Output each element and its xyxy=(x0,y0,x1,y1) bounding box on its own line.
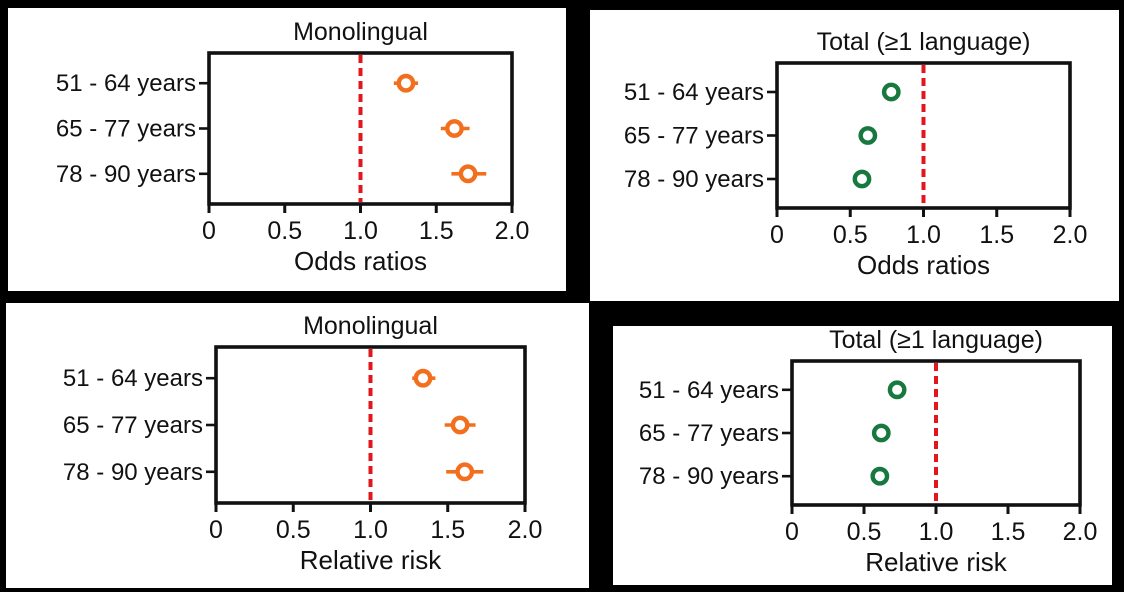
x-axis-tick-label: 0 xyxy=(785,518,799,546)
chart-svg: Total (≥1 language) 0 0.5 1.0 1.5 2.0 Relative… xyxy=(639,326,1098,577)
x-axis-label: Relative risk xyxy=(300,545,443,575)
x-axis-tick-label: 0.5 xyxy=(267,217,302,245)
chart-svg: Monolingual 0 0.5 1.0 1.5 2.0 Relative risk 51 … xyxy=(63,312,543,575)
data-point-marker xyxy=(871,423,891,443)
category-label: 65 - 77 years xyxy=(63,412,203,439)
data-point-marker xyxy=(450,415,470,435)
data-point-marker xyxy=(852,169,872,189)
data-point-marker xyxy=(396,73,416,93)
x-axis-tick-label: 0 xyxy=(209,516,223,544)
x-axis-tick-label: 2.0 xyxy=(495,217,530,245)
category-label: 78 - 90 years xyxy=(56,161,196,188)
x-axis-tick-label: 2.0 xyxy=(1063,518,1098,546)
chart-title: Total (≥1 language) xyxy=(817,28,1031,56)
data-point-marker xyxy=(858,126,878,145)
chart-title: Monolingual xyxy=(293,18,428,46)
x-axis-tick-label: 1.0 xyxy=(343,217,378,245)
x-axis-tick-label: 1.5 xyxy=(430,516,465,544)
category-label: 65 - 77 years xyxy=(639,420,779,447)
chart-svg: Total (≥1 language) 0 0.5 1.0 1.5 2.0 Odds rat… xyxy=(624,28,1088,280)
x-axis-tick-label: 2.0 xyxy=(508,516,543,544)
x-axis-tick-label: 0.5 xyxy=(847,518,882,546)
category-label: 65 - 77 years xyxy=(624,123,764,150)
category-label: 51 - 64 years xyxy=(624,79,764,106)
x-axis-tick-label: 0 xyxy=(202,217,216,245)
panel-relrisk-total: Total (≥1 language) 0 0.5 1.0 1.5 2.0 Relative… xyxy=(613,326,1112,585)
data-point-marker xyxy=(413,368,433,388)
x-axis-label: Odds ratios xyxy=(294,246,427,276)
panel-relrisk-monolingual: Monolingual 0 0.5 1.0 1.5 2.0 Relative risk 51 … xyxy=(6,303,589,588)
data-point-marker xyxy=(458,164,478,184)
data-point-marker xyxy=(881,82,901,102)
panel-odds-monolingual: Monolingual 0 0.5 1.0 1.5 2.0 Odds ratios 51 - … xyxy=(8,8,566,291)
category-label: 51 - 64 years xyxy=(63,365,203,392)
x-axis-tick-label: 1.0 xyxy=(919,518,954,546)
category-label: 78 - 90 years xyxy=(624,166,764,193)
category-label: 78 - 90 years xyxy=(639,463,779,490)
data-point-marker xyxy=(445,119,464,138)
x-axis-tick-label: 0.5 xyxy=(276,516,311,544)
x-axis-tick-label: 1.5 xyxy=(419,217,454,245)
x-axis-label: Odds ratios xyxy=(857,250,990,280)
panel-odds-total: Total (≥1 language) 0 0.5 1.0 1.5 2.0 Odds rat… xyxy=(590,10,1119,301)
chart-title: Monolingual xyxy=(303,312,438,340)
category-label: 51 - 64 years xyxy=(639,377,779,404)
x-axis-tick-label: 0.5 xyxy=(833,221,868,249)
chart-svg: Monolingual 0 0.5 1.0 1.5 2.0 Odds ratios 51 - … xyxy=(56,18,530,276)
data-point-marker xyxy=(455,462,475,482)
x-axis-tick-label: 1.5 xyxy=(979,221,1014,249)
x-axis-tick-label: 1.0 xyxy=(906,221,941,249)
category-label: 65 - 77 years xyxy=(56,116,196,143)
x-axis-tick-label: 1.5 xyxy=(991,518,1026,546)
x-axis-tick-label: 1.0 xyxy=(353,516,388,544)
data-point-marker xyxy=(870,466,890,486)
category-label: 78 - 90 years xyxy=(63,459,203,486)
data-point-marker xyxy=(887,380,907,400)
chart-title: Total (≥1 language) xyxy=(829,326,1043,354)
x-axis-label: Relative risk xyxy=(865,547,1008,577)
category-label: 51 - 64 years xyxy=(56,70,196,97)
x-axis-tick-label: 2.0 xyxy=(1053,221,1088,249)
x-axis-tick-label: 0 xyxy=(770,221,784,249)
